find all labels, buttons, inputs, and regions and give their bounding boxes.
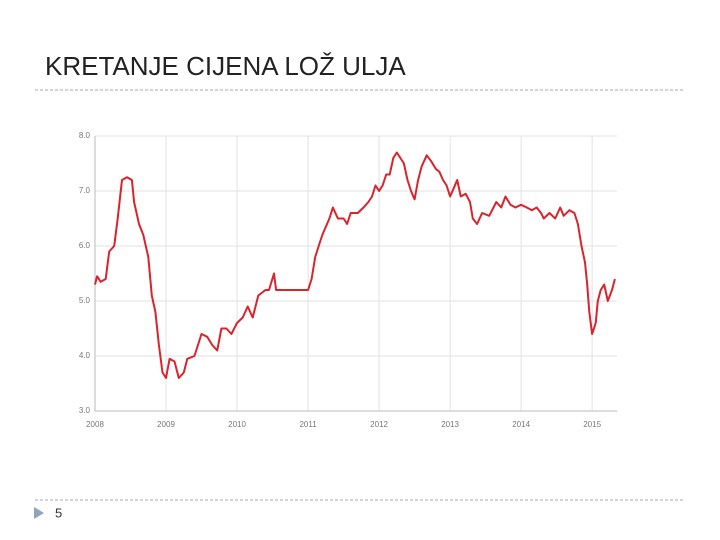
x-tick-label: 2010	[228, 420, 246, 429]
y-tick-label: 7.0	[79, 186, 91, 195]
line-series	[94, 151, 616, 379]
x-tick-label: 2012	[370, 420, 388, 429]
y-tick-label: 4.0	[79, 351, 91, 360]
x-tick-label: 2015	[583, 420, 601, 429]
x-tick-label: 2013	[441, 420, 459, 429]
y-tick-label: 5.0	[79, 296, 91, 305]
y-tick-label: 6.0	[79, 241, 91, 250]
y-tick-label: 8.0	[79, 131, 91, 140]
y-tick-label: 3.0	[79, 406, 91, 415]
slide-number: 5	[55, 505, 62, 520]
bullet	[34, 507, 44, 519]
x-tick-label: 2008	[86, 420, 104, 429]
chart-title: KRETANJE CIJENA LOŽ ULJA	[45, 51, 406, 81]
x-tick-label: 2009	[157, 420, 175, 429]
x-tick-label: 2011	[299, 420, 317, 429]
x-tick-label: 2014	[512, 420, 530, 429]
